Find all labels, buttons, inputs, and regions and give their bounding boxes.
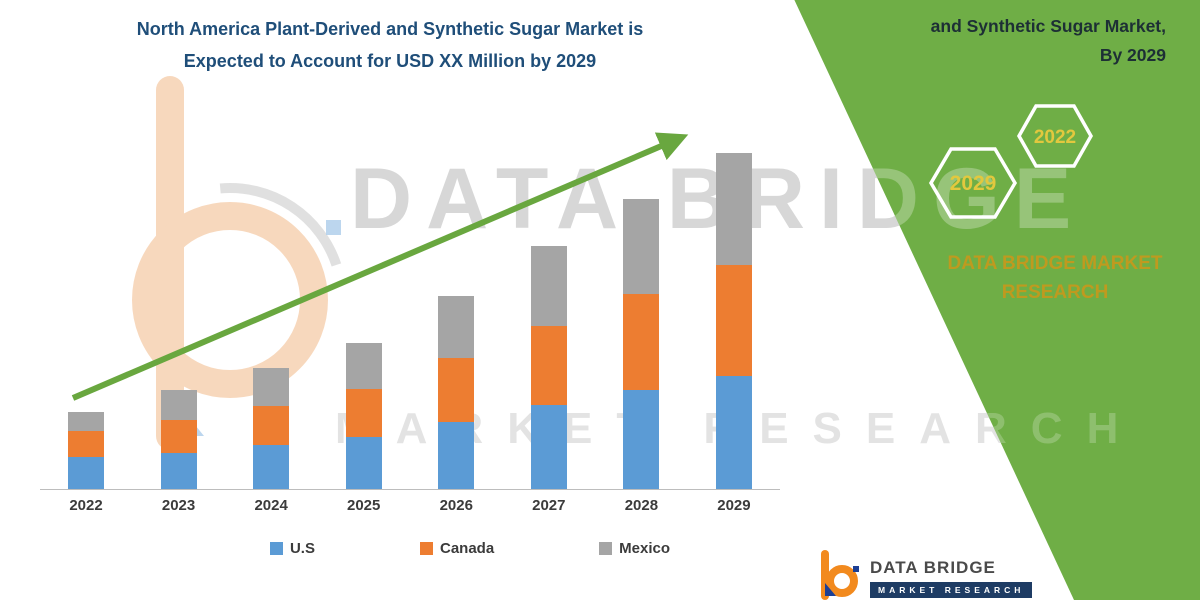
bar-column-2023 [147, 390, 211, 489]
chart-title-line1: North America Plant-Derived and Syntheti… [136, 19, 644, 39]
hexagon-2029: 2029 [928, 147, 1018, 219]
bar-segment-mexico [715, 153, 752, 265]
bar-column-2025 [332, 343, 396, 489]
bar-column-2022 [54, 412, 118, 489]
footer-brand-subtitle: MARKET RESEARCH [870, 582, 1033, 598]
bar-segment-u.s [715, 376, 752, 489]
legend-item-u.s: U.S [269, 540, 315, 557]
hexagon-year-2029: 2029 [950, 172, 997, 195]
legend-label: Mexico [619, 540, 671, 557]
brand-text: DATA BRIDGE MARKET RESEARCH [930, 250, 1180, 307]
bar-column-2026 [424, 296, 488, 489]
bar-segment-u.s [438, 422, 475, 489]
bar-segment-u.s [530, 405, 567, 489]
bar-segment-u.s [253, 445, 290, 489]
bar-segment-u.s [68, 457, 104, 489]
bar-column-2027 [517, 246, 581, 489]
stacked-bar-chart [40, 145, 780, 490]
bar-segment-canada [438, 358, 475, 422]
bar-segment-canada [345, 389, 382, 437]
bar-segment-mexico [68, 412, 104, 431]
data-bridge-logo-icon [821, 550, 859, 600]
bar-segment-u.s [623, 390, 660, 489]
bar-column-2024 [239, 368, 303, 489]
brand-text-line1: DATA BRIDGE MARKET [947, 253, 1163, 274]
x-axis-label-2027: 2027 [532, 497, 566, 514]
bar-segment-canada [253, 406, 290, 445]
x-axis-label-2029: 2029 [717, 497, 751, 514]
panel-heading-line1: and Synthetic Sugar Market, [930, 16, 1166, 36]
bar-segment-u.s [160, 453, 197, 489]
bar-segment-mexico [160, 390, 197, 420]
bar-segment-canada [715, 265, 752, 376]
legend-swatch [419, 542, 433, 555]
bar-segment-canada [160, 420, 197, 453]
bar-column-2028 [609, 199, 673, 489]
bar-segment-canada [68, 431, 104, 457]
brand-text-line2: RESEARCH [1001, 281, 1109, 303]
hexagon-year-2022: 2022 [1034, 127, 1076, 148]
legend-swatch [599, 542, 613, 555]
bar-segment-u.s [345, 437, 382, 489]
bar-column-2029 [702, 153, 766, 489]
panel-heading-line2: By 2029 [1099, 44, 1166, 65]
legend-label: U.S [289, 540, 315, 557]
x-axis-label-2024: 2024 [254, 497, 288, 514]
legend: U.S Canada Mexico [90, 540, 850, 557]
legend-swatch [269, 542, 283, 555]
bar-segment-canada [530, 326, 567, 405]
bar-segment-mexico [530, 246, 567, 326]
hexagon-2022: 2022 [1016, 104, 1094, 168]
footer-brand-name: DATA BRIDGE [870, 558, 996, 577]
legend-item-mexico: Mexico [599, 540, 670, 557]
trend-arrow [71, 132, 689, 401]
bar-segment-mexico [623, 199, 660, 294]
legend-item-canada: Canada [419, 540, 495, 557]
x-axis-labels: 2022 2023 2024 2025 2026 2027 2028 2029 [40, 497, 780, 514]
x-axis-label-2026: 2026 [439, 497, 473, 514]
data-bridge-b-watermark-icon [78, 68, 348, 463]
x-axis-label-2028: 2028 [624, 497, 659, 514]
bar-segment-mexico [253, 368, 290, 406]
chart-title-line2: Expected to Account for USD XX Million b… [183, 50, 597, 71]
x-axis-label-2025: 2025 [347, 497, 381, 514]
bar-segment-mexico [345, 343, 382, 389]
bar-segment-canada [623, 294, 660, 390]
panel-heading: and Synthetic Sugar Market, By 2029 [931, 12, 1166, 70]
legend-label: Canada [439, 540, 495, 557]
bar-segment-mexico [438, 296, 475, 358]
chart-title: North America Plant-Derived and Syntheti… [30, 14, 750, 77]
bars-area [40, 145, 780, 490]
footer-logo: DATA BRIDGE MARKET RESEARCH [816, 550, 1033, 600]
x-axis-label-2022: 2022 [69, 497, 103, 514]
x-axis-label-2023: 2023 [161, 497, 196, 514]
